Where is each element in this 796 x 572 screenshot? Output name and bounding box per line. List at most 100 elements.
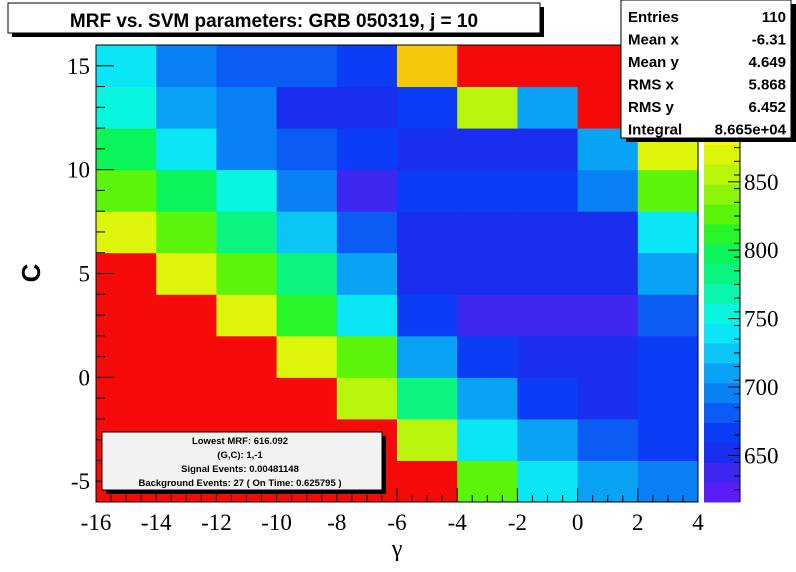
heatmap-cell — [517, 169, 579, 212]
heatmap-cell — [216, 211, 278, 254]
x-axis-label: γ — [391, 536, 403, 562]
y-tick-label: 0 — [79, 365, 91, 390]
heatmap-cell — [156, 211, 217, 254]
heatmap-cell — [336, 45, 398, 88]
heatmap-cell — [457, 377, 518, 420]
color-scale-swatch — [704, 323, 740, 344]
heatmap-cell — [397, 377, 458, 420]
heatmap-cell — [336, 335, 398, 378]
color-scale-swatch — [704, 184, 740, 205]
heatmap-cell — [276, 86, 338, 129]
x-tick-label: -10 — [261, 510, 292, 535]
stats-value: 110 — [762, 9, 786, 26]
heatmap-cell — [216, 86, 278, 129]
heatmap-cell — [156, 252, 217, 295]
color-scale-swatch — [704, 422, 740, 443]
heatmap-cell — [637, 377, 699, 420]
heatmap-cell — [276, 211, 338, 254]
color-scale-swatch — [704, 243, 740, 265]
heatmap-cell — [96, 294, 157, 337]
heatmap-cell — [216, 294, 278, 337]
annotation-line: Signal Events: 0.00481148 — [181, 464, 299, 475]
heatmap-cell — [577, 169, 639, 212]
color-scale-swatch — [704, 223, 740, 245]
heatmap-cell — [637, 169, 699, 212]
heatmap-cell — [577, 294, 639, 337]
heatmap-cell — [517, 252, 579, 295]
x-tick-label: 2 — [632, 510, 644, 535]
color-scale-swatch — [704, 482, 740, 503]
color-scale-swatch — [704, 362, 740, 384]
heatmap-cell — [397, 45, 458, 88]
heatmap-cell — [96, 169, 157, 212]
heatmap-cell — [216, 128, 278, 171]
x-axis: -16 -14 -12 -10 -8 -6 -4 -2 0 2 4 — [81, 488, 704, 535]
annotation-line: Lowest MRF: 616.092 — [192, 436, 288, 447]
heatmap-cell — [517, 45, 579, 88]
color-scale-swatch — [704, 343, 740, 364]
heatmap-cell — [637, 335, 699, 378]
heatmap-cell — [457, 211, 518, 254]
stats-label: Entries — [628, 9, 679, 26]
color-scale-swatch — [704, 442, 740, 463]
heatmap-cell — [336, 128, 398, 171]
heatmap-cell — [397, 86, 458, 129]
x-tick-label: -2 — [508, 510, 527, 535]
heatmap-cell — [577, 211, 639, 254]
x-tick-label: -8 — [327, 510, 346, 535]
heatmap-cell — [517, 335, 579, 378]
heatmap-cell — [156, 169, 217, 212]
heatmap-cell — [577, 335, 639, 378]
heatmap-cell — [336, 252, 398, 295]
stats-value: -6.31 — [752, 32, 786, 49]
y-tick-label: 5 — [79, 262, 91, 287]
heatmap-cell — [517, 86, 579, 129]
y-tick-label: 15 — [67, 54, 90, 79]
heatmap-cell — [336, 377, 398, 420]
z-tick-label: 800 — [744, 238, 779, 263]
heatmap-cell — [577, 418, 639, 461]
heatmap-cell — [517, 418, 579, 461]
stats-value: 5.868 — [748, 77, 786, 94]
heatmap-cell — [457, 418, 518, 461]
y-tick-label: -5 — [71, 469, 90, 494]
heatmap-cell — [457, 86, 518, 129]
x-tick-label: 4 — [692, 510, 704, 535]
color-scale-swatch — [704, 203, 740, 225]
heatmap-cell — [397, 169, 458, 212]
color-scale-swatch — [704, 144, 740, 165]
heatmap-cell — [517, 377, 579, 420]
stats-box: Entries 110 Mean x -6.31 Mean y 4.649 RMS x 5.8… — [620, 0, 796, 142]
color-scale-swatch — [704, 382, 740, 404]
stats-label: Mean x — [628, 32, 680, 49]
z-tick-label: 850 — [744, 170, 779, 195]
stats-label: Integral — [628, 122, 682, 139]
heatmap-cell — [517, 211, 579, 254]
heatmap-cell — [96, 128, 157, 171]
heatmap-cell — [96, 377, 157, 420]
heatmap-cell — [577, 252, 639, 295]
heatmap-cell — [276, 294, 338, 337]
heatmap-cell — [577, 377, 639, 420]
heatmap-cell — [336, 211, 398, 254]
heatmap-cell — [276, 252, 338, 295]
title-box: MRF vs. SVM parameters: GRB 050319, j = … — [7, 2, 544, 37]
heatmap-cell — [216, 252, 278, 295]
color-scale-swatch — [704, 402, 740, 424]
heatmap-cell — [156, 335, 217, 378]
annotation-line: Background Events: 27 ( On Time: 0.62579… — [138, 478, 341, 489]
heatmap-cell — [276, 335, 338, 378]
heatmap-cell — [276, 377, 338, 420]
heatmap-cell — [517, 128, 579, 171]
heatmap-cell — [156, 128, 217, 171]
heatmap-cell — [336, 86, 398, 129]
x-tick-label: -4 — [448, 510, 468, 535]
heatmap-cell — [397, 418, 458, 461]
heatmap-cell — [216, 377, 278, 420]
heatmap-cell — [457, 169, 518, 212]
stats-value: 4.649 — [748, 54, 786, 71]
heatmap-cell — [457, 294, 518, 337]
heatmap-cell — [156, 45, 217, 88]
heatmap-cell — [397, 335, 458, 378]
